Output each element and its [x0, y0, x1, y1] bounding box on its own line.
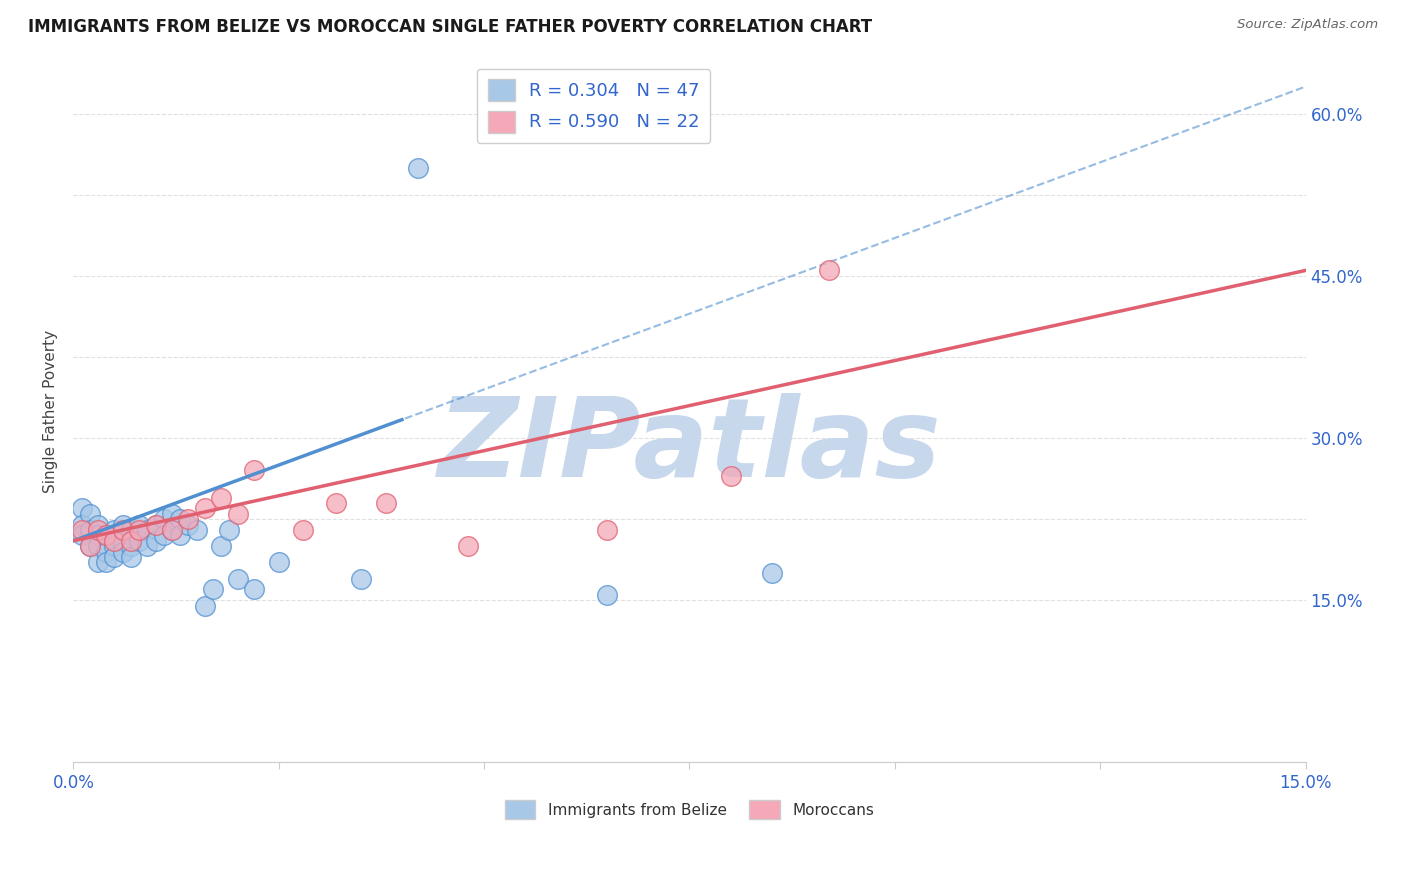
Point: [120, 539, 142, 553]
Point: [96, 528, 118, 542]
Point: [243, 582, 266, 597]
Point: [267, 555, 290, 569]
Point: [761, 566, 783, 581]
Point: [457, 539, 479, 553]
Text: IMMIGRANTS FROM BELIZE VS MOROCCAN SINGLE FATHER POVERTY CORRELATION CHART: IMMIGRANTS FROM BELIZE VS MOROCCAN SINGL…: [28, 18, 872, 36]
Point: [160, 507, 183, 521]
Point: [103, 539, 125, 553]
Point: [87, 555, 110, 569]
Point: [87, 523, 110, 537]
Point: [87, 539, 110, 553]
Point: [226, 507, 249, 521]
Point: [103, 533, 125, 548]
Point: [160, 523, 183, 537]
Point: [169, 512, 191, 526]
Point: [818, 263, 841, 277]
Point: [128, 517, 150, 532]
Point: [111, 533, 134, 548]
Point: [96, 555, 118, 569]
Point: [111, 544, 134, 558]
Point: [243, 463, 266, 477]
Point: [87, 528, 110, 542]
Point: [292, 523, 315, 537]
Point: [177, 517, 200, 532]
Point: [186, 523, 208, 537]
Point: [160, 523, 183, 537]
Point: [226, 572, 249, 586]
Point: [70, 523, 93, 537]
Legend: Immigrants from Belize, Moroccans: Immigrants from Belize, Moroccans: [499, 794, 880, 825]
Point: [128, 523, 150, 537]
Point: [350, 572, 373, 586]
Point: [120, 523, 142, 537]
Point: [103, 523, 125, 537]
Point: [596, 523, 619, 537]
Point: [209, 491, 232, 505]
Point: [152, 528, 174, 542]
Point: [325, 496, 347, 510]
Point: [70, 501, 93, 516]
Text: Source: ZipAtlas.com: Source: ZipAtlas.com: [1237, 18, 1378, 31]
Point: [128, 533, 150, 548]
Point: [103, 549, 125, 564]
Point: [408, 161, 430, 175]
Point: [136, 539, 159, 553]
Point: [79, 507, 101, 521]
Point: [70, 517, 93, 532]
Point: [218, 523, 240, 537]
Y-axis label: Single Father Poverty: Single Father Poverty: [44, 329, 58, 492]
Point: [111, 523, 134, 537]
Point: [209, 539, 232, 553]
Point: [169, 528, 191, 542]
Text: ZIPatlas: ZIPatlas: [437, 392, 942, 500]
Point: [145, 533, 167, 548]
Point: [145, 517, 167, 532]
Point: [194, 501, 217, 516]
Point: [120, 533, 142, 548]
Point: [177, 512, 200, 526]
Point: [111, 517, 134, 532]
Point: [374, 496, 396, 510]
Point: [136, 523, 159, 537]
Point: [720, 469, 742, 483]
Point: [152, 512, 174, 526]
Point: [87, 517, 110, 532]
Point: [96, 544, 118, 558]
Point: [596, 588, 619, 602]
Point: [145, 517, 167, 532]
Point: [96, 528, 118, 542]
Point: [194, 599, 217, 613]
Point: [79, 539, 101, 553]
Point: [120, 549, 142, 564]
Point: [202, 582, 225, 597]
Point: [79, 523, 101, 537]
Point: [79, 539, 101, 553]
Point: [70, 528, 93, 542]
